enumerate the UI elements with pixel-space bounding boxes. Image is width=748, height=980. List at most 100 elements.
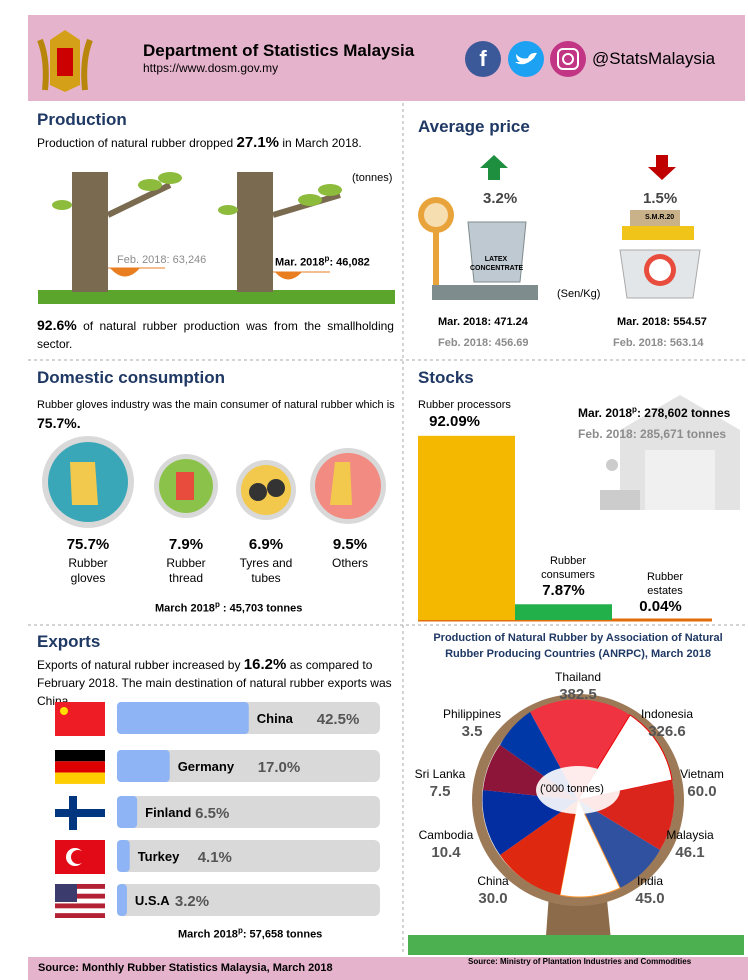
text: in March 2018.	[282, 136, 362, 150]
exports-text: Exports of natural rubber increased by 1…	[37, 656, 399, 710]
text: Exports of natural rubber increased by	[37, 658, 241, 672]
exports-title: Exports	[37, 632, 101, 651]
country: China	[257, 711, 294, 726]
sup: p	[237, 926, 243, 935]
header-bar	[28, 15, 745, 101]
country-name: India	[636, 874, 664, 888]
stock-name: Rubber consumers	[541, 555, 595, 582]
smr-label: S.M.R.20	[645, 214, 675, 221]
footer-bar	[28, 957, 748, 980]
item-pct: 75.7%	[66, 536, 110, 553]
sup: p	[214, 600, 220, 609]
consumption-icons	[42, 436, 386, 528]
flag	[69, 796, 77, 830]
flag	[55, 702, 105, 736]
share: 42.5%	[317, 711, 360, 728]
stock-pct: 92.09%	[429, 413, 480, 430]
flag	[55, 750, 105, 762]
country-value: 326.6	[648, 723, 686, 740]
header-url: https://www.dosm.gov.my	[143, 61, 279, 75]
anrpc-tree	[408, 694, 744, 955]
stocks-bars	[418, 435, 712, 622]
bar	[117, 796, 138, 828]
value: : 45,703 tonnes	[219, 602, 303, 615]
stock-name: Rubber estates	[646, 570, 684, 597]
mar-production: Mar. 2018p: 46,082	[275, 254, 370, 269]
item-pct: 9.5%	[332, 536, 368, 553]
price-illustrations	[418, 155, 701, 300]
text: as compared to February 2018. The main d…	[37, 658, 392, 708]
item-label: Rubber gloves	[68, 556, 108, 585]
bar	[117, 702, 249, 734]
country-name: Malaysia	[666, 828, 714, 842]
bar-bg	[117, 796, 380, 828]
value: : 57,658 tonnes	[242, 928, 323, 941]
latex-change: 3.2%	[483, 190, 518, 207]
country: Finland	[145, 805, 191, 820]
share: 4.1%	[198, 849, 232, 866]
svg-text:f: f	[479, 46, 487, 71]
item-pct: 6.9%	[248, 536, 284, 553]
logo	[37, 30, 93, 92]
country-value: 60.0	[687, 783, 717, 800]
source-right: Source: Ministry of Plantation Industrie…	[468, 957, 692, 966]
flag	[55, 898, 105, 904]
unit: (tonnes)	[352, 172, 393, 184]
domestic-title: Domestic consumption	[37, 368, 225, 387]
flag	[55, 761, 105, 773]
flag	[55, 772, 105, 784]
flag	[55, 908, 105, 914]
bar	[117, 840, 130, 872]
bar-bg	[117, 840, 380, 872]
country-name: Sri Lanka	[414, 767, 466, 781]
text: Production of natural rubber dropped	[37, 136, 234, 150]
country-name: Cambodia	[418, 828, 474, 842]
country-value: 3.5	[461, 723, 483, 740]
price-unit: (Sen/Kg)	[557, 288, 601, 300]
share: 17.0%	[258, 759, 301, 776]
production-intro: Production of natural rubber dropped 27.…	[37, 134, 362, 151]
tree-illustrations	[38, 172, 395, 304]
flag	[60, 707, 68, 715]
share: 6.5%	[195, 805, 229, 822]
social-icons: f	[465, 41, 586, 77]
country-name: Thailand	[554, 670, 602, 684]
country: Turkey	[138, 849, 180, 864]
country-name: Vietnam	[680, 767, 724, 781]
label: March 2018	[155, 602, 215, 615]
warehouse-icon	[600, 395, 740, 510]
smallholding: 92.6% of natural rubber production was f…	[37, 316, 394, 353]
pct: 92.6%	[37, 317, 77, 333]
flag	[55, 888, 105, 894]
price-title: Average price	[418, 117, 530, 136]
text: of natural rubber production was from th…	[37, 319, 394, 351]
production-title: Production	[37, 110, 127, 129]
label: Mar. 2018	[578, 406, 633, 420]
flag	[71, 850, 85, 864]
item-label: Rubber thread	[166, 556, 206, 585]
label: March 2018	[178, 928, 238, 941]
country: U.S.A	[135, 893, 170, 908]
country-value: 7.5	[429, 783, 451, 800]
anrpc-title: Production of Natural Rubber by Associat…	[433, 632, 723, 660]
pct: 16.2%	[243, 656, 287, 673]
stocks-mar: Mar. 2018p: 278,602 tonnes	[578, 405, 730, 420]
stocks-feb: Feb. 2018: 285,671 tonnes	[578, 427, 727, 441]
pct: 27.1%	[236, 134, 280, 151]
label: Mar. 2018	[275, 256, 325, 269]
feb-production: Feb. 2018: 63,246	[117, 254, 207, 266]
sup: p	[632, 405, 637, 414]
stock-name: Rubber processors	[418, 399, 511, 411]
value: : 278,602 tonnes	[636, 406, 731, 420]
latex-feb: Feb. 2018: 456.69	[438, 337, 529, 349]
social-handle: @StatsMalaysia	[592, 49, 716, 68]
value: : 46,082	[329, 256, 370, 269]
country-name: Indonesia	[640, 707, 694, 721]
flag	[55, 884, 77, 902]
text: Rubber gloves industry was the main cons…	[37, 399, 395, 411]
item-label: Tyres and tubes	[239, 556, 293, 585]
smr-feb: Feb. 2018: 563.14	[613, 337, 704, 349]
dividers	[28, 103, 745, 955]
